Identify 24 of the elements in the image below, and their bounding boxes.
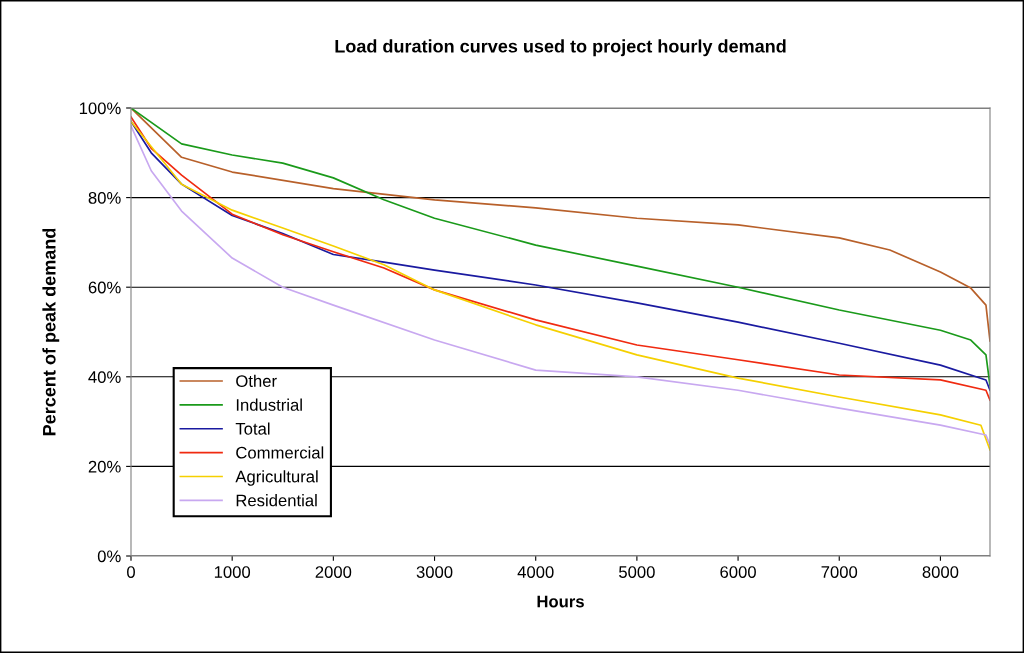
legend-label: Commercial [236,446,324,459]
x-tick-label: 7000 [821,566,858,578]
x-tick-label: 6000 [720,566,756,578]
y-tick-label: 0% [97,550,121,563]
legend-label: Residential [236,494,317,507]
y-tick-label: 80% [88,192,121,204]
x-tick-label: 8000 [922,566,959,578]
x-tick-label: 0 [127,566,135,578]
legend-label: Industrial [236,398,302,411]
legend-label: Other [236,374,277,387]
y-tick-label: 60% [88,281,121,294]
y-tick-label: 40% [88,371,121,383]
x-tick-label: 1000 [214,566,251,578]
y-tick-label: 100% [79,102,121,115]
legend-label: Total [235,422,270,435]
y-axis-title: Percent of peak demand [42,228,60,436]
x-tick-label: 3000 [416,566,453,578]
x-axis-title: Hours [537,595,584,608]
chart-title: Load duration curves used to project hourly demand [335,39,786,57]
x-tick-label: 4000 [517,566,554,578]
legend-label: Agricultural [235,470,318,486]
y-tick-label: 20% [88,460,121,473]
x-tick-label: 5000 [619,566,655,578]
x-tick-label: 2000 [315,566,352,578]
